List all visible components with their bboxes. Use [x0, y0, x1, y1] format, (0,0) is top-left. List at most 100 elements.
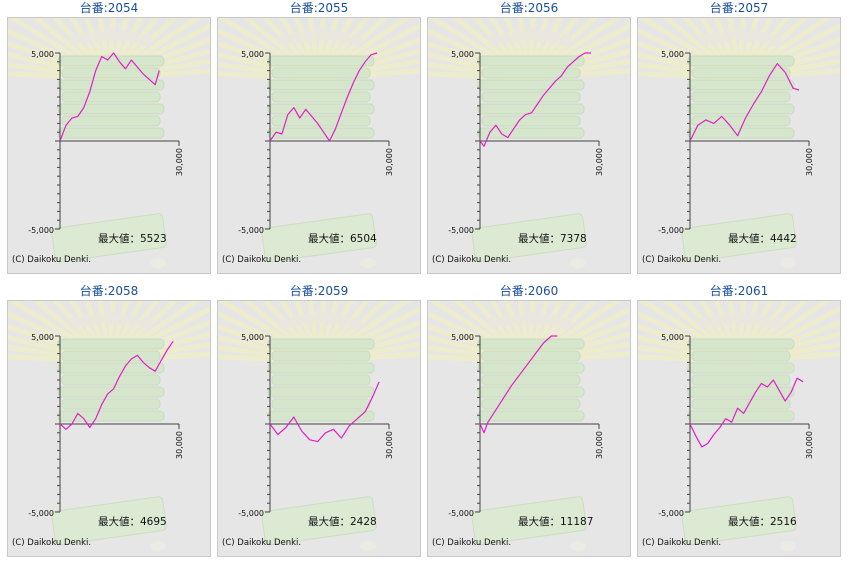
background-coin — [360, 541, 376, 551]
y-tick-label-bottom: -5,000 — [238, 509, 264, 518]
chart-panel: 5,000 -5,000 30,000 最大値：4695 (C) Daikoku Den… — [7, 300, 211, 557]
background-ball — [140, 317, 152, 329]
background-ball — [770, 34, 782, 46]
background-box — [51, 213, 167, 263]
max-value-label: 最大値：4442 — [728, 232, 797, 245]
background-tray — [481, 91, 581, 103]
chart-title: 台番:2058 — [79, 284, 139, 298]
background-box — [261, 213, 377, 263]
max-value-label: 最大値：7378 — [518, 232, 587, 245]
background-tray — [57, 338, 165, 350]
background-coin — [780, 541, 796, 551]
copyright-text: (C) Daikoku Denki. — [222, 538, 301, 548]
background-tray — [477, 79, 585, 91]
chart-svg: 5,000 -5,000 30,000 最大値：6504 (C) Daikoku Den… — [218, 18, 420, 268]
max-value-label: 最大値：4695 — [98, 515, 167, 528]
x-tick-label-end: 30,000 — [595, 148, 604, 176]
background-tray — [477, 103, 585, 115]
y-tick-label-top: 5,000 — [241, 50, 264, 59]
x-tick-label-end: 30,000 — [175, 431, 184, 459]
max-value-label: 最大値：11187 — [518, 515, 593, 528]
x-tick-label-end: 30,000 — [595, 431, 604, 459]
chart-title: 台番:2059 — [289, 284, 349, 298]
chart-card: 台番:2060 5,000 -5,000 30,000 最大値：11187 (C) Dai… — [427, 283, 631, 557]
background-ball — [314, 311, 326, 323]
chart-card: 台番:2058 5,000 -5,000 30,000 最大値：4695 (C) Daik… — [7, 283, 211, 557]
background-ball — [128, 315, 140, 327]
chart-card: 台番:2061 5,000 -5,000 30,000 最大値：2516 (C) Daik… — [637, 283, 841, 557]
background-ball — [92, 30, 104, 42]
chart-title: 台番:2054 — [79, 1, 139, 15]
background-decoration — [8, 301, 210, 551]
background-tray — [687, 55, 795, 67]
background-ball — [698, 317, 710, 329]
background-ball — [278, 317, 290, 329]
background-ball — [746, 30, 758, 42]
y-tick-label-bottom: -5,000 — [238, 226, 264, 235]
background-decoration — [638, 301, 840, 551]
copyright-text: (C) Daikoku Denki. — [222, 255, 301, 265]
series-line — [269, 52, 378, 142]
series-line — [479, 52, 592, 147]
y-tick-label-bottom: -5,000 — [28, 509, 54, 518]
background-coin — [150, 258, 166, 268]
background-ball — [116, 30, 128, 42]
background-tray — [477, 386, 585, 398]
background-box — [51, 496, 167, 546]
background-ball — [128, 32, 140, 44]
max-value-label: 最大値：6504 — [308, 232, 377, 245]
background-ball — [722, 313, 734, 325]
y-tick-label-bottom: -5,000 — [448, 509, 474, 518]
background-ball — [758, 315, 770, 327]
background-tray — [687, 338, 795, 350]
series-line — [479, 335, 558, 434]
chart-title: 台番:2055 — [289, 1, 349, 15]
background-tray — [687, 386, 795, 398]
background-tray — [481, 374, 581, 386]
background-tray — [271, 115, 371, 127]
copyright-text: (C) Daikoku Denki. — [12, 255, 91, 265]
background-ball — [500, 32, 512, 44]
background-tray — [687, 410, 795, 422]
y-tick-label-top: 5,000 — [661, 50, 684, 59]
y-tick-label-bottom: -5,000 — [658, 226, 684, 235]
background-tray — [57, 103, 165, 115]
background-tray — [271, 374, 371, 386]
background-tray — [61, 374, 161, 386]
y-tick-label-bottom: -5,000 — [658, 509, 684, 518]
background-tray — [267, 362, 375, 374]
background-ball — [524, 28, 536, 40]
background-tray — [61, 67, 161, 79]
background-ball — [68, 34, 80, 46]
y-tick-label-top: 5,000 — [451, 50, 474, 59]
background-tray — [481, 67, 581, 79]
background-ball — [734, 311, 746, 323]
background-tray — [477, 127, 585, 139]
background-ball — [80, 32, 92, 44]
chart-title: 台番:2061 — [709, 284, 769, 298]
background-tray — [57, 127, 165, 139]
background-tray — [57, 386, 165, 398]
background-ball — [548, 32, 560, 44]
background-tray — [691, 350, 791, 362]
background-ball — [338, 32, 350, 44]
background-tray — [267, 410, 375, 422]
background-tray — [267, 55, 375, 67]
background-box — [471, 496, 587, 546]
background-tray — [57, 410, 165, 422]
chart-card: 台番:2056 5,000 -5,000 30,000 最大値：7378 (C) Daik… — [427, 0, 631, 274]
background-ball — [560, 34, 572, 46]
copyright-text: (C) Daikoku Denki. — [642, 255, 721, 265]
background-box — [681, 213, 797, 263]
chart-svg: 5,000 -5,000 30,000 最大値：4442 (C) Daikoku Den… — [638, 18, 840, 268]
chart-card: 台番:2059 5,000 -5,000 30,000 最大値：2428 (C) Daik… — [217, 283, 421, 557]
background-box — [261, 496, 377, 546]
copyright-text: (C) Daikoku Denki. — [432, 538, 511, 548]
copyright-text: (C) Daikoku Denki. — [432, 255, 511, 265]
background-tray — [271, 350, 371, 362]
series-line — [689, 377, 804, 448]
background-tray — [687, 79, 795, 91]
chart-card: 台番:2057 5,000 -5,000 30,000 最大値：4442 (C) Daik… — [637, 0, 841, 274]
x-tick-label-end: 30,000 — [385, 431, 394, 459]
background-tray — [61, 398, 161, 410]
